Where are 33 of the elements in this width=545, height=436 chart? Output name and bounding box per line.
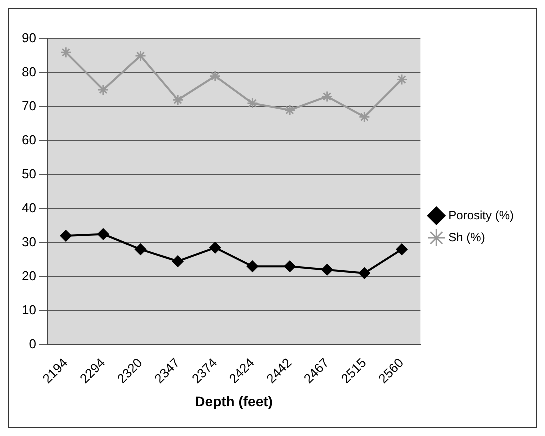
point xyxy=(172,94,184,106)
point xyxy=(60,230,72,242)
y-tick-label: 80 xyxy=(22,64,36,80)
point xyxy=(322,90,334,102)
point xyxy=(98,84,110,96)
point xyxy=(322,264,334,276)
y-tick-label: 50 xyxy=(22,166,36,182)
point xyxy=(246,98,258,110)
point xyxy=(358,111,370,123)
point xyxy=(172,256,184,268)
point xyxy=(210,242,222,254)
point xyxy=(396,244,408,256)
point xyxy=(60,46,72,58)
point xyxy=(284,104,296,116)
y-tick-label: 30 xyxy=(22,234,36,250)
x-axis-title: Depth (feet) xyxy=(195,393,273,410)
legend-label: Sh (%) xyxy=(448,230,486,244)
y-tick-label: 40 xyxy=(22,200,36,216)
y-tick-label: 20 xyxy=(22,268,36,284)
legend-label: Porosity (%) xyxy=(448,208,514,222)
point xyxy=(246,260,258,272)
point xyxy=(358,268,370,280)
point xyxy=(396,74,408,86)
y-tick-label: 0 xyxy=(29,336,36,352)
y-tick-label: 10 xyxy=(22,302,36,318)
point xyxy=(135,50,147,62)
y-tick-label: 90 xyxy=(22,30,36,46)
y-tick-label: 60 xyxy=(22,132,36,148)
point xyxy=(135,244,147,256)
point xyxy=(210,70,222,82)
point xyxy=(284,260,296,272)
y-tick-label: 70 xyxy=(22,98,36,114)
point xyxy=(98,228,110,240)
